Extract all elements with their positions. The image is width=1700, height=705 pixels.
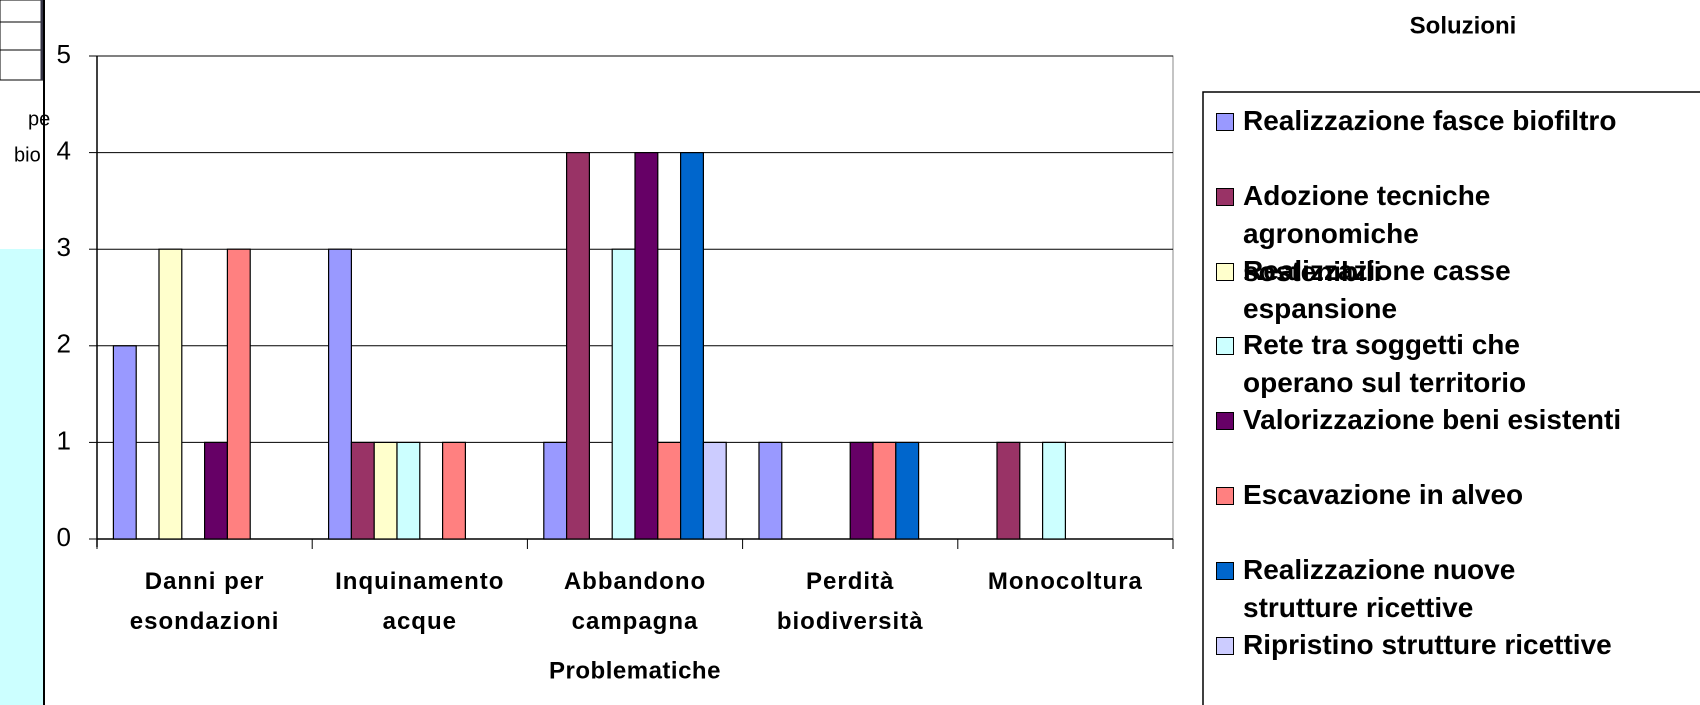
bar (679, 152, 704, 540)
bar (543, 441, 568, 540)
legend-label: Rete tra soggetti che operano sul territ… (1243, 329, 1527, 399)
legend-label: Realizzazione nuove strutture ricettive (1243, 553, 1516, 623)
y-tick-label: 2 (57, 329, 71, 359)
x-tick-label: Danni per esondazioni (129, 568, 280, 635)
legend-swatch (1216, 262, 1234, 281)
x-tick-label: Abbandono campagna (563, 568, 707, 635)
bar (396, 441, 421, 540)
legend-label: Escavazione in alveo (1243, 479, 1524, 510)
bar (565, 152, 590, 540)
legend-title: Soluzioni (1410, 12, 1517, 39)
bar (611, 248, 636, 540)
bar (872, 441, 897, 540)
bar (702, 441, 727, 540)
bar (758, 441, 783, 540)
legend-swatch (1216, 561, 1234, 580)
legend-swatch (1216, 636, 1234, 655)
bar (895, 441, 920, 540)
bar (373, 441, 398, 540)
x-tick-label: Monocoltura (987, 568, 1143, 595)
y-tick-label: 0 (57, 522, 71, 552)
legend-box (1202, 91, 1700, 705)
legend-label: Adozione tecniche agronomiche sostenibil… (1243, 179, 1491, 287)
x-tick-label: Perdità biodiversità (776, 568, 924, 635)
legend-swatch (1216, 113, 1234, 131)
legend-label: Realizzazione casse espansione (1243, 254, 1511, 324)
legend-label: Valorizzazione beni esistenti (1243, 404, 1622, 436)
background-window (0, 0, 44, 81)
bar (442, 441, 467, 540)
legend-swatch (1216, 337, 1234, 356)
legend-label: Realizzazione fasce biofiltro (1243, 105, 1617, 136)
legend-swatch (1216, 187, 1234, 206)
background-panel (0, 249, 43, 705)
background-text: bio (14, 144, 41, 166)
bar (328, 248, 353, 540)
bar (996, 441, 1021, 540)
bar (204, 441, 229, 540)
bar (158, 248, 183, 540)
y-tick-label: 3 (57, 232, 71, 262)
bar (849, 441, 874, 540)
y-tick-label: 1 (57, 425, 71, 455)
x-tick-label: Inquinamento acque (335, 568, 505, 635)
x-axis-label: Problematiche (549, 657, 721, 684)
legend-swatch (1216, 412, 1234, 431)
legend-swatch (1216, 487, 1234, 505)
y-tick-label: 5 (57, 39, 71, 69)
bar (657, 441, 682, 540)
background-text: pe (28, 108, 50, 130)
y-tick-label: 4 (57, 135, 71, 165)
bar (634, 152, 659, 540)
bar (350, 441, 375, 540)
bar (226, 248, 251, 540)
bar (112, 345, 137, 540)
bar (1041, 441, 1066, 540)
legend-label: Ripristino strutture ricettive (1243, 628, 1612, 660)
